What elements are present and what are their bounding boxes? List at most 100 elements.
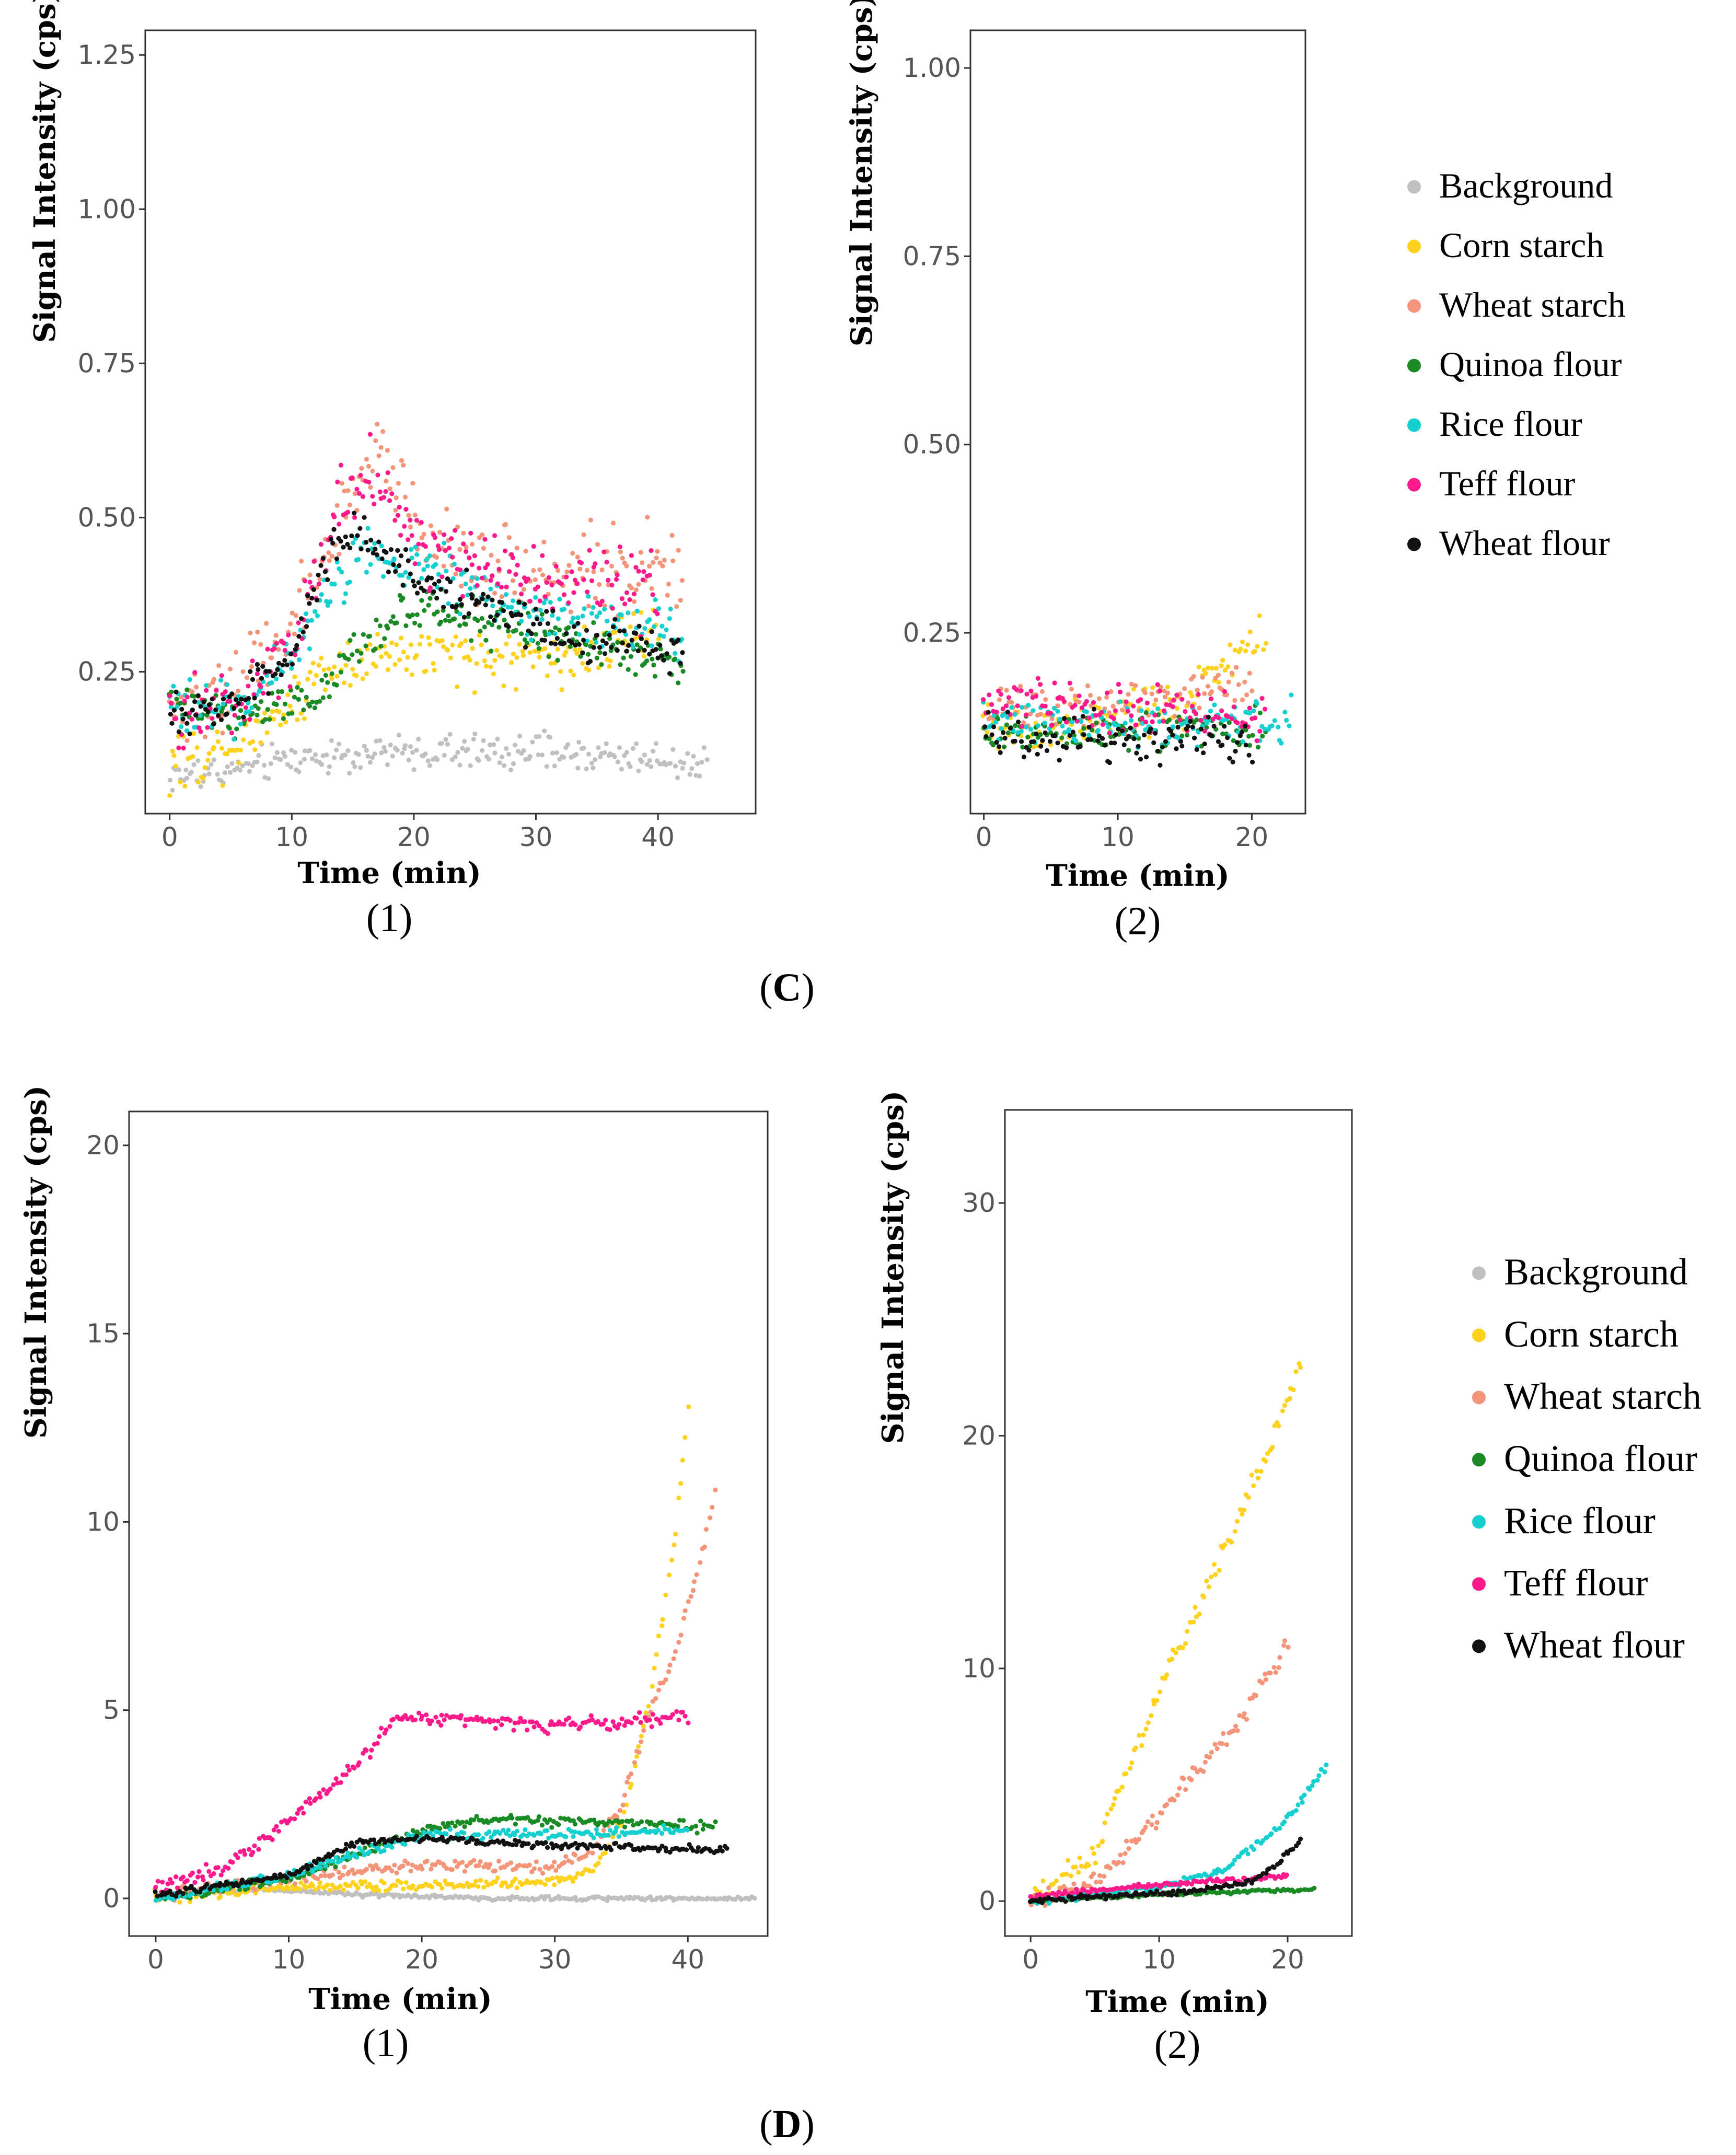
point-wheat-flour	[1089, 737, 1094, 742]
point-teff-flour	[303, 1799, 308, 1804]
point-wheat-flour	[1178, 739, 1184, 744]
point-corn-starch	[492, 658, 497, 663]
point-corn-starch	[1255, 644, 1260, 649]
point-teff-flour	[566, 600, 571, 606]
point-wheat-starch	[1202, 691, 1207, 696]
point-teff-flour	[442, 1717, 447, 1722]
point-wheat-flour	[376, 539, 381, 544]
point-corn-starch	[574, 651, 580, 656]
point-rice-flour	[1042, 721, 1047, 726]
point-wheat-starch	[406, 513, 411, 518]
point-wheat-flour	[1062, 716, 1067, 721]
point-background	[329, 738, 334, 743]
point-background	[705, 1895, 710, 1901]
point-teff-flour	[307, 580, 313, 585]
point-rice-flour	[402, 1842, 408, 1847]
point-rice-flour	[668, 606, 673, 612]
point-rice-flour	[993, 720, 998, 725]
point-teff-flour	[381, 495, 387, 500]
point-rice-flour	[1236, 1854, 1242, 1859]
point-corn-starch	[220, 783, 225, 788]
point-teff-flour	[519, 592, 524, 597]
point-quinoa-flour	[597, 650, 603, 655]
point-wheat-starch	[492, 590, 497, 596]
point-rice-flour	[1289, 692, 1294, 698]
point-quinoa-flour	[1312, 1885, 1317, 1891]
point-rice-flour	[179, 724, 184, 729]
point-rice-flour	[1012, 712, 1017, 717]
point-quinoa-flour	[626, 667, 631, 672]
point-quinoa-flour	[583, 642, 588, 647]
point-wheat-flour	[169, 721, 175, 726]
point-wheat-flour	[1243, 743, 1248, 748]
point-teff-flour	[242, 1852, 248, 1857]
point-corn-starch	[986, 702, 991, 707]
point-wheat-flour	[210, 697, 215, 702]
point-wheat-starch	[1221, 1731, 1226, 1736]
point-wheat-flour	[431, 589, 436, 594]
point-wheat-flour	[256, 667, 261, 672]
point-wheat-flour	[153, 1889, 158, 1894]
point-wheat-starch	[330, 553, 335, 559]
point-teff-flour	[364, 1748, 369, 1753]
point-teff-flour	[302, 578, 308, 584]
point-teff-flour	[499, 1722, 504, 1728]
point-background	[222, 770, 228, 775]
point-wheat-flour	[311, 587, 317, 592]
point-corn-starch	[1068, 1873, 1074, 1879]
point-quinoa-flour	[292, 694, 297, 700]
point-teff-flour	[235, 1855, 240, 1860]
point-rice-flour	[315, 613, 320, 618]
point-rice-flour	[204, 683, 209, 688]
point-corn-starch	[431, 661, 436, 666]
point-rice-flour	[376, 1846, 381, 1851]
point-background	[612, 754, 617, 759]
point-teff-flour	[180, 1874, 186, 1880]
point-teff-flour	[246, 683, 251, 689]
point-wheat-flour	[273, 671, 278, 677]
point-teff-flour	[432, 535, 438, 540]
point-teff-flour	[361, 1751, 366, 1756]
point-teff-flour	[627, 597, 632, 603]
point-wheat-flour	[362, 515, 367, 520]
point-wheat-flour	[225, 1881, 230, 1886]
point-teff-flour	[196, 1869, 202, 1874]
point-teff-flour	[210, 716, 215, 721]
data-points	[167, 422, 710, 798]
point-wheat-flour	[352, 511, 357, 516]
point-wheat-starch	[1183, 1787, 1188, 1792]
point-teff-flour	[1125, 709, 1130, 714]
point-teff-flour	[165, 1881, 170, 1886]
point-rice-flour	[425, 563, 430, 569]
point-teff-flour	[436, 547, 442, 552]
point-wheat-starch	[378, 445, 384, 450]
point-corn-starch	[1225, 664, 1231, 669]
point-wheat-starch	[510, 578, 516, 583]
point-corn-starch	[432, 667, 437, 673]
point-corn-starch	[319, 656, 324, 661]
point-wheat-starch	[1233, 665, 1239, 670]
point-corn-starch	[379, 654, 384, 659]
point-wheat-starch	[340, 1872, 345, 1878]
point-teff-flour	[571, 590, 576, 595]
point-rice-flour	[582, 606, 587, 611]
point-wheat-flour	[1169, 1893, 1174, 1898]
point-wheat-flour	[676, 638, 681, 643]
point-corn-starch	[1139, 1743, 1144, 1748]
point-wheat-flour	[531, 1844, 536, 1849]
point-quinoa-flour	[192, 693, 197, 699]
point-background	[575, 766, 581, 771]
point-teff-flour	[246, 1847, 252, 1852]
point-teff-flour	[384, 1727, 389, 1732]
point-quinoa-flour	[449, 1820, 455, 1825]
point-rice-flour	[1284, 717, 1289, 723]
point-wheat-starch	[412, 513, 418, 518]
point-wheat-starch	[1189, 1777, 1194, 1782]
point-wheat-flour	[535, 616, 540, 621]
legend-label: Background	[1439, 166, 1613, 205]
point-teff-flour	[680, 1709, 685, 1714]
point-corn-starch	[262, 710, 268, 715]
y-axis-title: Signal Intensity (cps)	[28, 0, 62, 343]
point-corn-starch	[343, 663, 349, 668]
